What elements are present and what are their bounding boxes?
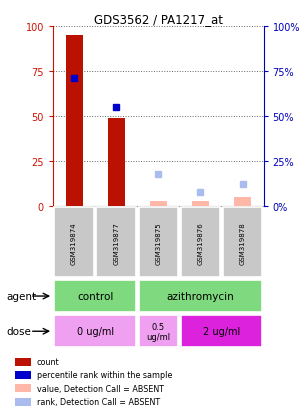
Text: agent: agent xyxy=(7,291,37,301)
Bar xyxy=(54,208,94,278)
Bar xyxy=(138,316,178,347)
Title: GDS3562 / PA1217_at: GDS3562 / PA1217_at xyxy=(94,13,223,26)
Bar xyxy=(181,208,220,278)
Text: GSM319876: GSM319876 xyxy=(198,221,203,264)
Text: GSM319877: GSM319877 xyxy=(113,221,119,264)
Bar xyxy=(15,384,31,392)
Text: value, Detection Call = ABSENT: value, Detection Call = ABSENT xyxy=(37,384,164,393)
Bar xyxy=(223,208,262,278)
Bar xyxy=(192,201,209,206)
Text: 2 ug/ml: 2 ug/ml xyxy=(203,326,240,337)
Bar xyxy=(15,371,31,379)
Bar xyxy=(234,197,251,206)
Bar xyxy=(54,280,136,312)
Bar xyxy=(138,280,262,312)
Bar xyxy=(181,316,262,347)
Bar xyxy=(108,119,125,206)
Text: 0 ug/ml: 0 ug/ml xyxy=(77,326,114,337)
Bar xyxy=(15,398,31,406)
Text: dose: dose xyxy=(7,326,32,337)
Text: control: control xyxy=(77,291,113,301)
Text: GSM319874: GSM319874 xyxy=(71,221,77,264)
Text: GSM319878: GSM319878 xyxy=(240,221,245,264)
Bar xyxy=(96,208,136,278)
Text: GSM319875: GSM319875 xyxy=(155,221,161,264)
Text: rank, Detection Call = ABSENT: rank, Detection Call = ABSENT xyxy=(37,397,160,406)
Bar xyxy=(54,316,136,347)
Text: percentile rank within the sample: percentile rank within the sample xyxy=(37,370,172,380)
Bar xyxy=(150,201,167,206)
Bar xyxy=(138,208,178,278)
Text: 0.5
ug/ml: 0.5 ug/ml xyxy=(146,322,170,341)
Text: azithromycin: azithromycin xyxy=(167,291,234,301)
Text: count: count xyxy=(37,357,60,366)
Bar xyxy=(66,36,82,206)
Bar xyxy=(15,358,31,366)
